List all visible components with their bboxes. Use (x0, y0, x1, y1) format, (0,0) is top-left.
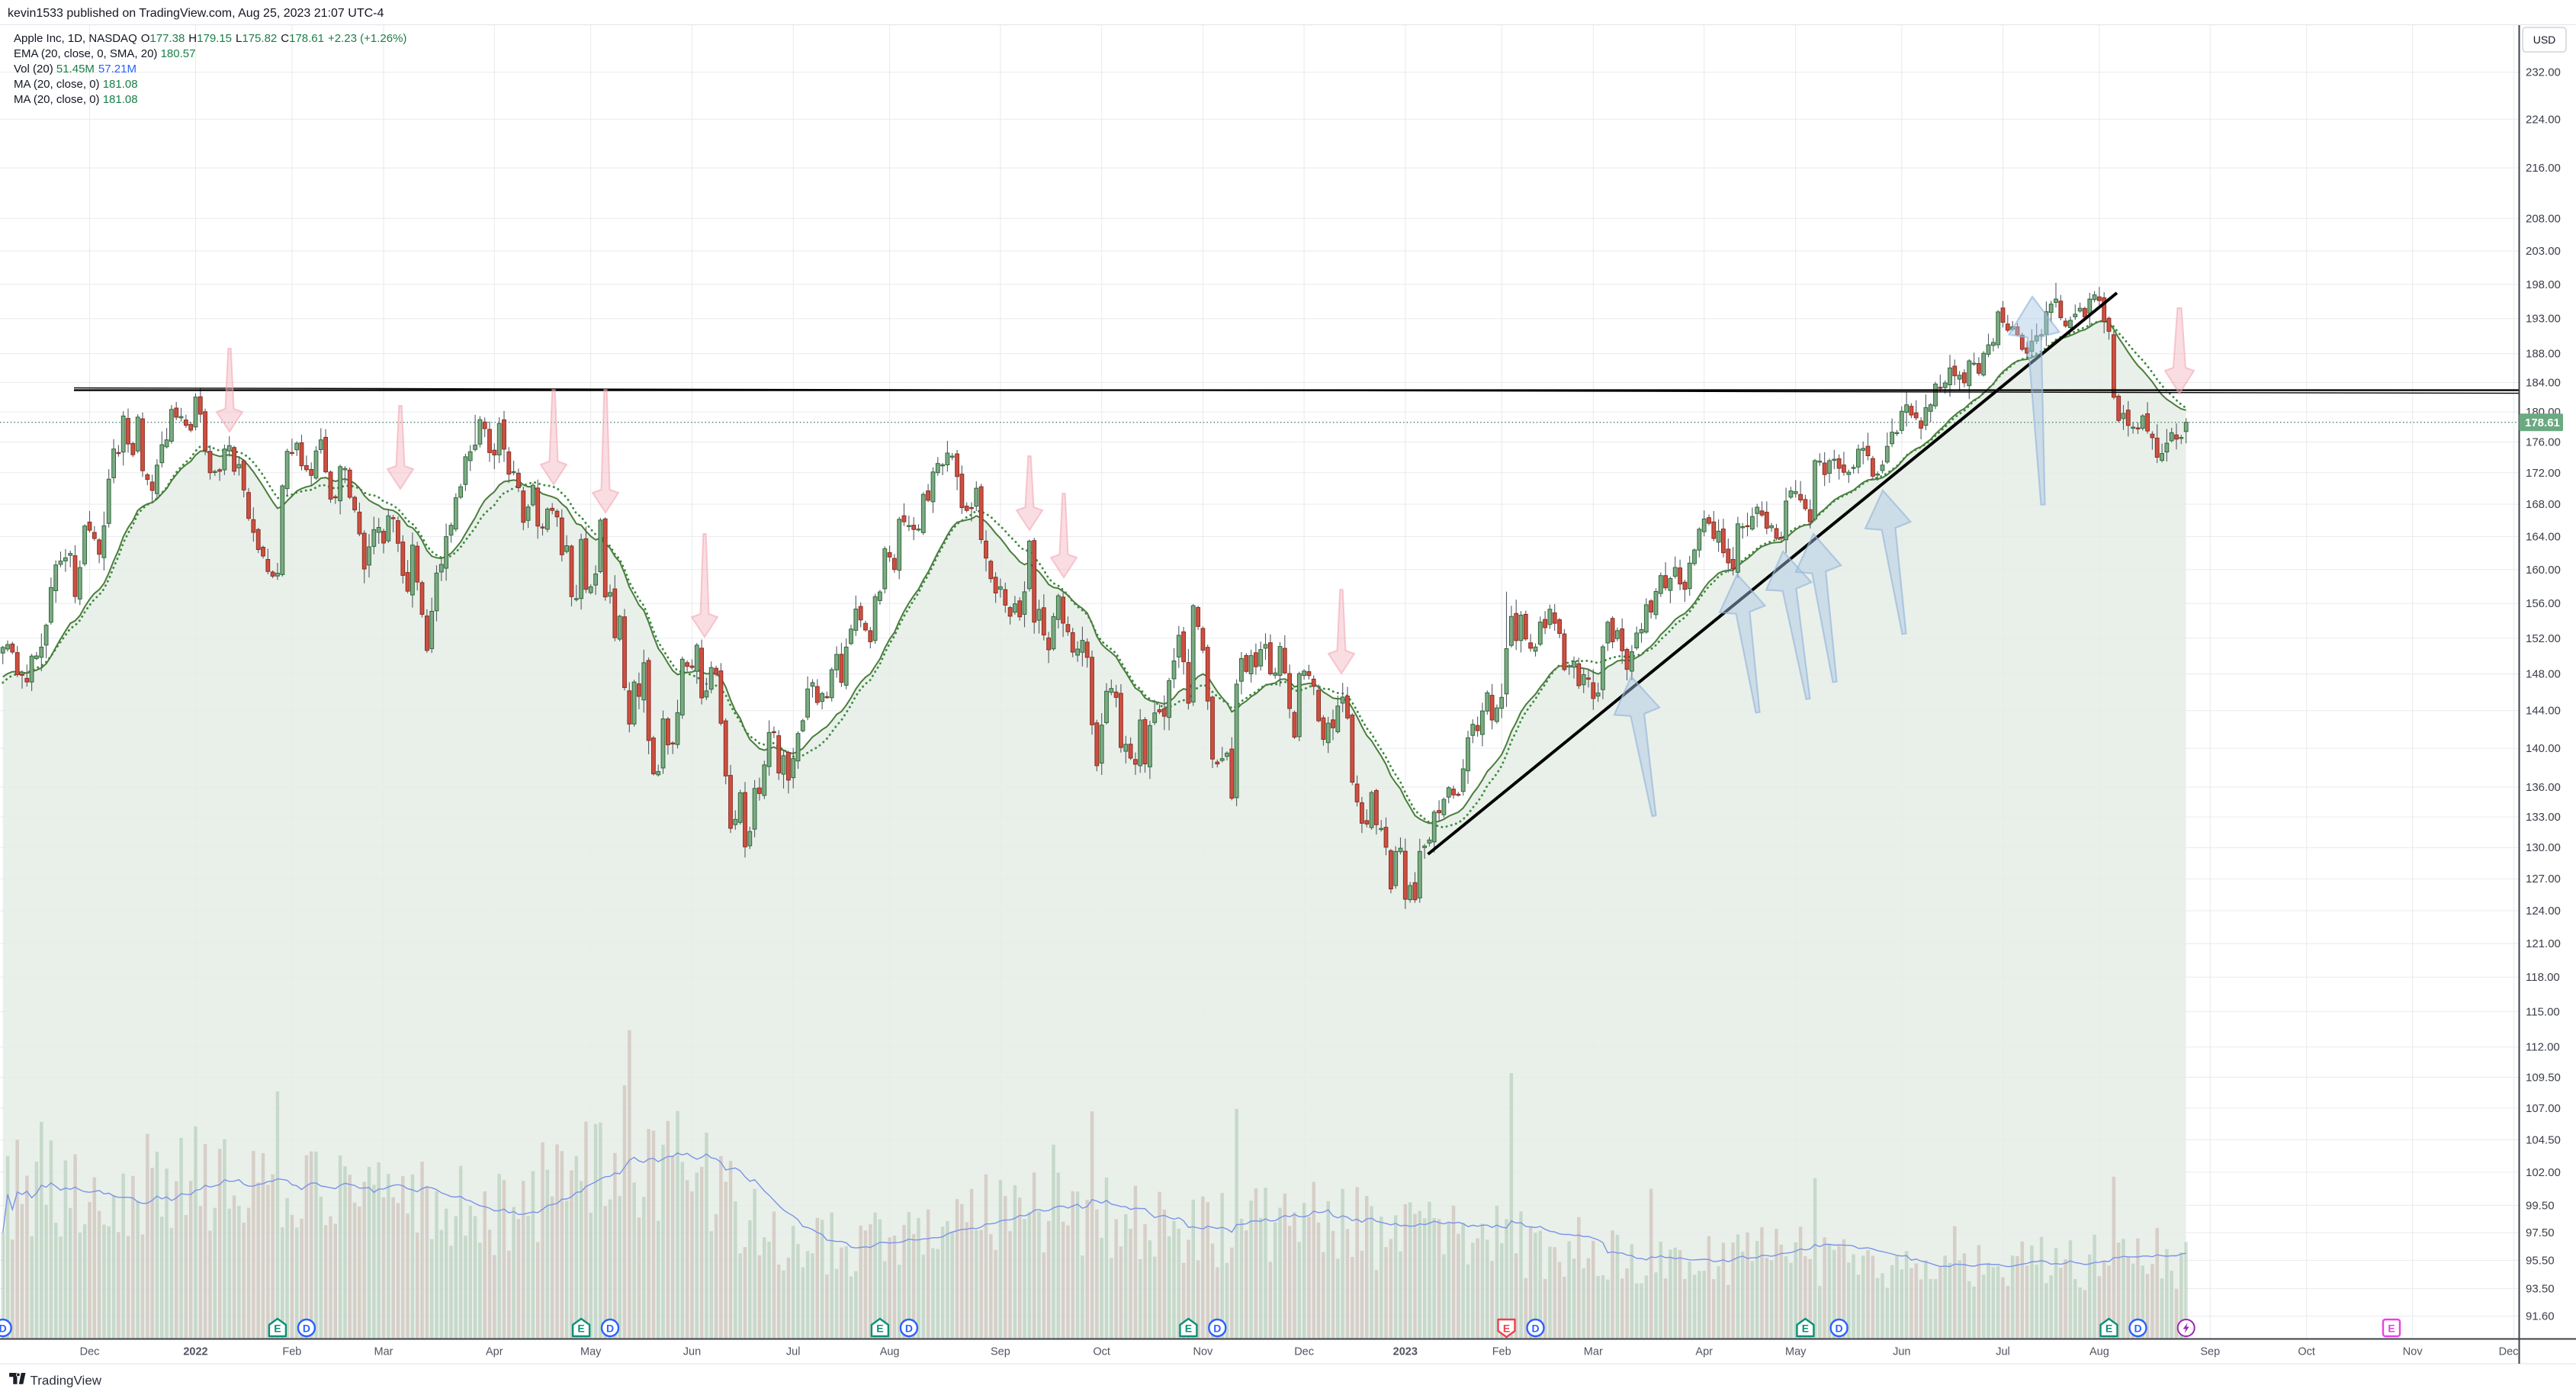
svg-text:224.00: 224.00 (2526, 113, 2561, 126)
svg-text:E: E (577, 1323, 584, 1335)
svg-text:MA (20, close, 0) 181.08: MA (20, close, 0) 181.08 (14, 93, 138, 106)
svg-text:184.00: 184.00 (2526, 377, 2561, 390)
svg-text:USD: USD (2533, 34, 2556, 46)
svg-text:E: E (876, 1323, 883, 1335)
svg-text:May: May (580, 1346, 602, 1358)
svg-text:121.00: 121.00 (2526, 937, 2561, 950)
svg-text:Sep: Sep (2200, 1346, 2220, 1358)
svg-text:Mar: Mar (1584, 1346, 1603, 1358)
svg-text:Apr: Apr (1695, 1346, 1713, 1358)
svg-text:140.00: 140.00 (2526, 742, 2561, 755)
svg-text:E: E (274, 1323, 281, 1335)
svg-text:160.00: 160.00 (2526, 564, 2561, 577)
svg-text:216.00: 216.00 (2526, 162, 2561, 175)
svg-text:Nov: Nov (1193, 1346, 1214, 1358)
svg-text:124.00: 124.00 (2526, 905, 2561, 918)
svg-text:104.50: 104.50 (2526, 1133, 2561, 1146)
svg-text:107.00: 107.00 (2526, 1102, 2561, 1115)
svg-text:E: E (1185, 1323, 1192, 1335)
svg-text:TradingView: TradingView (31, 1374, 102, 1388)
svg-text:115.00: 115.00 (2526, 1005, 2560, 1018)
svg-text:97.50: 97.50 (2526, 1226, 2555, 1239)
svg-text:D: D (1836, 1323, 1843, 1335)
svg-text:112.00: 112.00 (2526, 1041, 2560, 1054)
svg-text:176.00: 176.00 (2526, 436, 2561, 449)
svg-text:E: E (1802, 1323, 1809, 1335)
svg-text:Apr: Apr (486, 1346, 503, 1358)
svg-text:Mar: Mar (374, 1346, 393, 1358)
svg-text:kevin1533 published on Trading: kevin1533 published on TradingView.com, … (8, 7, 384, 20)
svg-text:E: E (2105, 1323, 2112, 1335)
svg-text:E: E (1503, 1323, 1510, 1335)
svg-text:Oct: Oct (1093, 1346, 1110, 1358)
svg-text:130.00: 130.00 (2526, 841, 2561, 854)
svg-text:D: D (1213, 1323, 1221, 1335)
svg-text:156.00: 156.00 (2526, 597, 2561, 610)
svg-text:102.00: 102.00 (2526, 1166, 2561, 1179)
svg-text:Dec: Dec (1294, 1346, 1314, 1358)
svg-text:144.00: 144.00 (2526, 705, 2561, 718)
svg-text:168.00: 168.00 (2526, 498, 2561, 511)
svg-text:Oct: Oct (2298, 1346, 2315, 1358)
svg-text:99.50: 99.50 (2526, 1199, 2555, 1212)
svg-text:Feb: Feb (1492, 1346, 1511, 1358)
svg-text:Sep: Sep (991, 1346, 1010, 1358)
svg-text:EMA (20, close, 0, SMA, 20) 18: EMA (20, close, 0, SMA, 20) 180.57 (14, 47, 195, 60)
svg-text:Jun: Jun (683, 1346, 701, 1358)
svg-text:148.00: 148.00 (2526, 668, 2561, 681)
svg-text:93.50: 93.50 (2526, 1283, 2555, 1296)
svg-text:164.00: 164.00 (2526, 530, 2561, 543)
svg-text:Feb: Feb (282, 1346, 301, 1358)
svg-text:172.00: 172.00 (2526, 467, 2561, 480)
svg-text:232.00: 232.00 (2526, 66, 2561, 79)
svg-text:118.00: 118.00 (2526, 971, 2560, 984)
svg-text:D: D (0, 1323, 7, 1335)
svg-text:May: May (1785, 1346, 1807, 1358)
svg-text:2022: 2022 (183, 1346, 207, 1358)
svg-text:193.00: 193.00 (2526, 313, 2561, 326)
svg-text:91.60: 91.60 (2526, 1310, 2555, 1323)
svg-text:136.00: 136.00 (2526, 781, 2561, 794)
svg-text:D: D (2134, 1323, 2141, 1335)
svg-text:Jul: Jul (786, 1346, 801, 1358)
svg-text:MA (20, close, 0) 181.08: MA (20, close, 0) 181.08 (14, 78, 138, 91)
svg-text:Jun: Jun (1893, 1346, 1910, 1358)
svg-text:2023: 2023 (1393, 1346, 1418, 1358)
svg-text:152.00: 152.00 (2526, 632, 2561, 645)
svg-text:Dec: Dec (2499, 1346, 2519, 1358)
svg-text:127.00: 127.00 (2526, 873, 2561, 886)
svg-text:198.00: 198.00 (2526, 278, 2561, 291)
svg-text:208.00: 208.00 (2526, 212, 2561, 225)
svg-text:D: D (905, 1323, 913, 1335)
svg-text:188.00: 188.00 (2526, 348, 2561, 361)
svg-text:133.00: 133.00 (2526, 811, 2561, 824)
svg-text:E: E (2388, 1323, 2395, 1335)
svg-text:D: D (1531, 1323, 1539, 1335)
svg-text:95.50: 95.50 (2526, 1254, 2555, 1267)
svg-text:Aug: Aug (2089, 1346, 2109, 1358)
svg-text:D: D (303, 1323, 310, 1335)
svg-text:Nov: Nov (2403, 1346, 2423, 1358)
svg-text:D: D (606, 1323, 614, 1335)
svg-text:109.50: 109.50 (2526, 1071, 2561, 1084)
svg-text:Dec: Dec (80, 1346, 100, 1358)
svg-text:178.61: 178.61 (2525, 416, 2560, 429)
svg-text:203.00: 203.00 (2526, 245, 2561, 258)
svg-text:Aug: Aug (880, 1346, 900, 1358)
svg-text:Jul: Jul (1996, 1346, 2010, 1358)
